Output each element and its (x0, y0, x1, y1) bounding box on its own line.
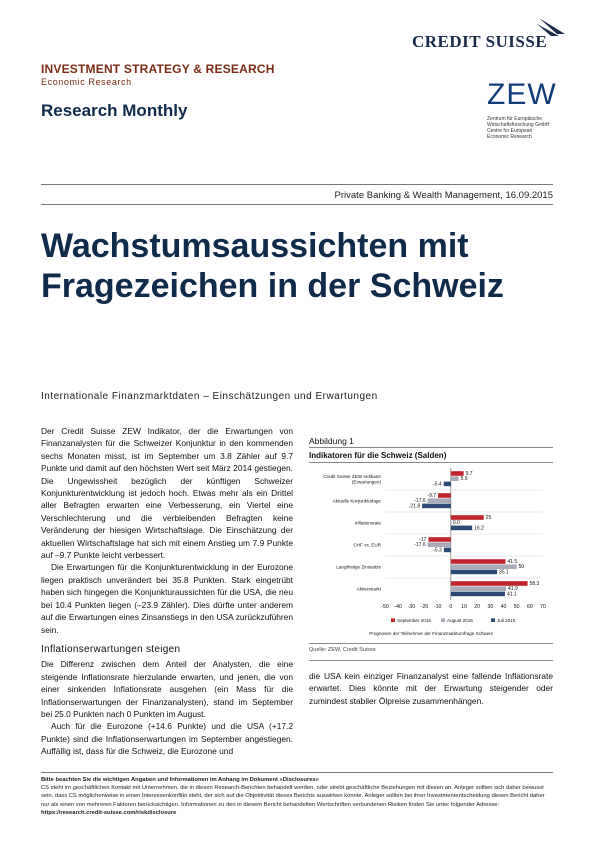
data-label: 0.0 (453, 520, 460, 526)
paragraph: die USA kein einziger Finanzanalyst eine… (309, 671, 553, 706)
legend-entry: Juli 2015 (497, 618, 516, 623)
section-heading: Inflationserwartungen steigen (41, 643, 181, 655)
data-label: -21.8 (409, 503, 421, 509)
zew-logo: ZEW (487, 78, 557, 111)
figure-divider (309, 462, 553, 463)
category-label: (Erwartungen) (352, 479, 382, 484)
x-tick-label: 30 (487, 604, 493, 610)
x-tick-label: -10 (434, 604, 442, 610)
legend-swatch (391, 618, 395, 622)
page-subtitle: Internationale Finanzmarktdaten – Einsch… (41, 391, 378, 402)
x-tick-label: 0 (449, 604, 452, 610)
bar-juli-2015 (450, 569, 498, 575)
zew-logo-subtitle: Zentrum für Europäische Wirtschaftsforsc… (487, 116, 550, 140)
category-label: Aktienmarkt (357, 587, 382, 592)
data-label: 9.7 (466, 471, 473, 477)
section-strategy: INVESTMENT STRATEGY & RESEARCH (41, 62, 275, 76)
credit-suisse-logo: CREDIT SUISSE (412, 32, 548, 51)
bar-juli-2015 (443, 481, 451, 487)
bar-september-2015 (450, 559, 506, 564)
figure-divider (309, 660, 553, 661)
x-tick-label: -40 (394, 604, 402, 610)
bar-august-2015 (427, 542, 451, 547)
category-label: Aktuelle Konjunkturlage (333, 499, 382, 504)
paragraph: Der Credit Suisse ZEW Indikator, der die… (41, 426, 293, 561)
data-label: 16.2 (474, 525, 484, 531)
figure-subtitle: Indikatoren für die Schweiz (Salden) (309, 451, 447, 460)
x-tick-label: 50 (514, 604, 520, 610)
category-label: Langfristige Zinssätze (336, 565, 381, 570)
legend-swatch (491, 618, 495, 622)
footer-disclaimer: Bitte beachten Sie die wichtigen Angaben… (41, 776, 553, 817)
bar-august-2015 (427, 498, 451, 503)
bar-juli-2015 (450, 525, 473, 531)
data-label: 25 (486, 515, 492, 521)
disclosure-notice: Bitte beachten Sie die wichtigen Angaben… (41, 777, 319, 783)
bar-september-2015 (428, 537, 451, 542)
header-divider (41, 184, 553, 185)
paragraph: Die Erwartungen für die Konjunkturentwic… (41, 562, 293, 635)
body-column-right: die USA kein einziger Finanzanalyst eine… (309, 670, 553, 707)
body-column-left: Der Credit Suisse ZEW Indikator, der die… (41, 425, 293, 758)
data-label: 58.3 (530, 581, 540, 587)
paragraph: Die Differenz zwischen dem Anteil der An… (41, 659, 293, 719)
data-label: 41.1 (507, 591, 517, 597)
data-label: 5.9 (461, 476, 468, 482)
risk-disclosure-link[interactable]: https://research.credit-suisse.com/riskd… (41, 809, 177, 816)
bar-juli-2015 (422, 503, 451, 509)
x-tick-label: 70 (540, 604, 546, 610)
bar-juli-2015 (450, 591, 505, 597)
figure-divider (309, 643, 553, 644)
bar-september-2015 (450, 471, 464, 476)
legend-swatch (441, 618, 445, 622)
bar-august-2015 (450, 520, 452, 525)
x-tick-label: -20 (421, 604, 429, 610)
legend-entry: August 2015 (447, 618, 473, 623)
page-title: Wachstumsaussichten mit Fragezeichen in … (41, 227, 504, 305)
data-label: -17.6 (414, 542, 426, 548)
footer-divider (41, 772, 553, 773)
x-tick-label: 20 (474, 604, 480, 610)
data-label: -9.7 (427, 493, 436, 499)
category-label: Credit Suisse ZEW Indikator (323, 474, 381, 479)
publication-name: Research Monthly (41, 101, 188, 120)
data-label: 41.5 (507, 559, 517, 565)
category-label: Inflationsrate (355, 521, 382, 526)
figure-source: Quelle: ZEW, Credit Suisse (309, 647, 376, 653)
sails-logo-icon (537, 18, 565, 36)
disclaimer-text: CS steht im geschäftlichen Kontakt mit U… (41, 785, 545, 808)
bar-august-2015 (450, 586, 507, 591)
bar-september-2015 (450, 581, 528, 586)
x-tick-label: -30 (408, 604, 416, 610)
section-economic: Economic Research (41, 77, 132, 87)
data-label: -17 (419, 537, 426, 543)
bar-september-2015 (450, 515, 484, 520)
bar-juli-2015 (443, 547, 451, 553)
data-label: -5.4 (433, 481, 442, 487)
data-label: 50 (519, 564, 525, 570)
figure-divider (309, 447, 553, 448)
category-label: CHF vs. EUR (353, 543, 381, 548)
dateline: Private Banking & Wealth Management, 16.… (334, 190, 553, 201)
x-tick-label: 10 (461, 604, 467, 610)
indicators-bar-chart: Credit Suisse ZEW Indikator(Erwartungen)… (323, 468, 546, 636)
paragraph: Auch für die Eurozone (+14.6 Punkte) und… (41, 721, 293, 757)
data-label: 35.1 (499, 569, 509, 575)
figure-caption: Prognosen der Teilnehmer der Finanzmarkt… (369, 631, 493, 636)
dateline-divider (41, 204, 553, 205)
data-label: 41.9 (508, 586, 518, 592)
x-tick-label: -50 (381, 604, 389, 610)
x-tick-label: 60 (527, 604, 533, 610)
data-label: -5.3 (433, 547, 442, 553)
legend-entry: September 2015 (397, 618, 431, 623)
x-tick-label: 40 (501, 604, 507, 610)
bar-september-2015 (438, 493, 451, 498)
figure-label: Abbildung 1 (309, 436, 354, 446)
bar-august-2015 (450, 476, 459, 481)
data-label: -17.6 (414, 498, 426, 504)
bar-august-2015 (450, 564, 517, 569)
